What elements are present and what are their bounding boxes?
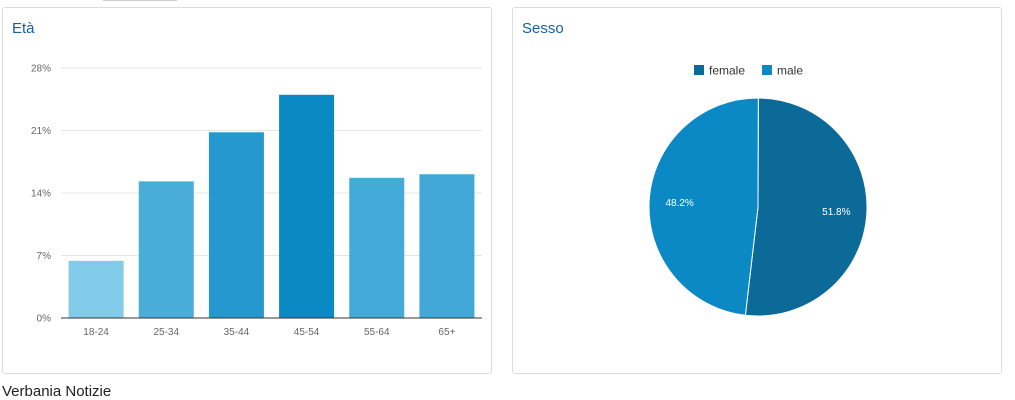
x-tick-label: 18-24 <box>83 327 109 338</box>
bar-18-24 <box>68 260 124 318</box>
bar-65+ <box>419 174 475 318</box>
bar-35-44 <box>208 132 264 318</box>
footer-site-name: Verbania Notizie <box>2 383 112 400</box>
y-tick-label: 7% <box>37 251 52 262</box>
slice-label-female: 51.8% <box>822 207 850 218</box>
bar-55-64 <box>349 177 405 318</box>
age-bar-chart: 0% 7% 14% 21% 28% 18-24 25-34 35-44 45-54 55-64 65… <box>31 64 482 338</box>
bar-45-54 <box>279 94 335 319</box>
legend-label-female: female <box>709 64 745 78</box>
age-chart-card: Età 0% 7% 14% 21% 28% 18-24 25-34 35-44 45-54 55-… <box>2 7 492 374</box>
legend-swatch-female <box>694 65 704 75</box>
sex-pie-chart: 51.8% 48.2% female male <box>648 64 868 317</box>
x-tick-label: 25-34 <box>153 327 179 338</box>
x-tick-label: 35-44 <box>224 327 250 338</box>
legend-label-male: male <box>777 64 803 78</box>
pie-slice-female <box>744 97 868 317</box>
x-tick-label: 55-64 <box>364 327 390 338</box>
y-tick-label: 14% <box>31 189 51 200</box>
legend-swatch-male <box>762 65 772 75</box>
slice-label-male: 48.2% <box>665 198 693 209</box>
top-divider <box>103 0 177 1</box>
y-tick-label: 21% <box>31 126 51 137</box>
x-tick-label: 45-54 <box>294 327 320 338</box>
age-chart-title: Età <box>12 20 35 37</box>
sex-chart-title: Sesso <box>522 20 564 37</box>
y-tick-label: 0% <box>37 314 52 325</box>
bar-25-34 <box>138 181 194 318</box>
pie-slice-male <box>648 97 759 316</box>
x-tick-label: 65+ <box>438 327 455 338</box>
y-tick-label: 28% <box>31 64 51 75</box>
sex-chart-card: Sesso 51.8% 48.2% female male <box>512 7 1002 374</box>
